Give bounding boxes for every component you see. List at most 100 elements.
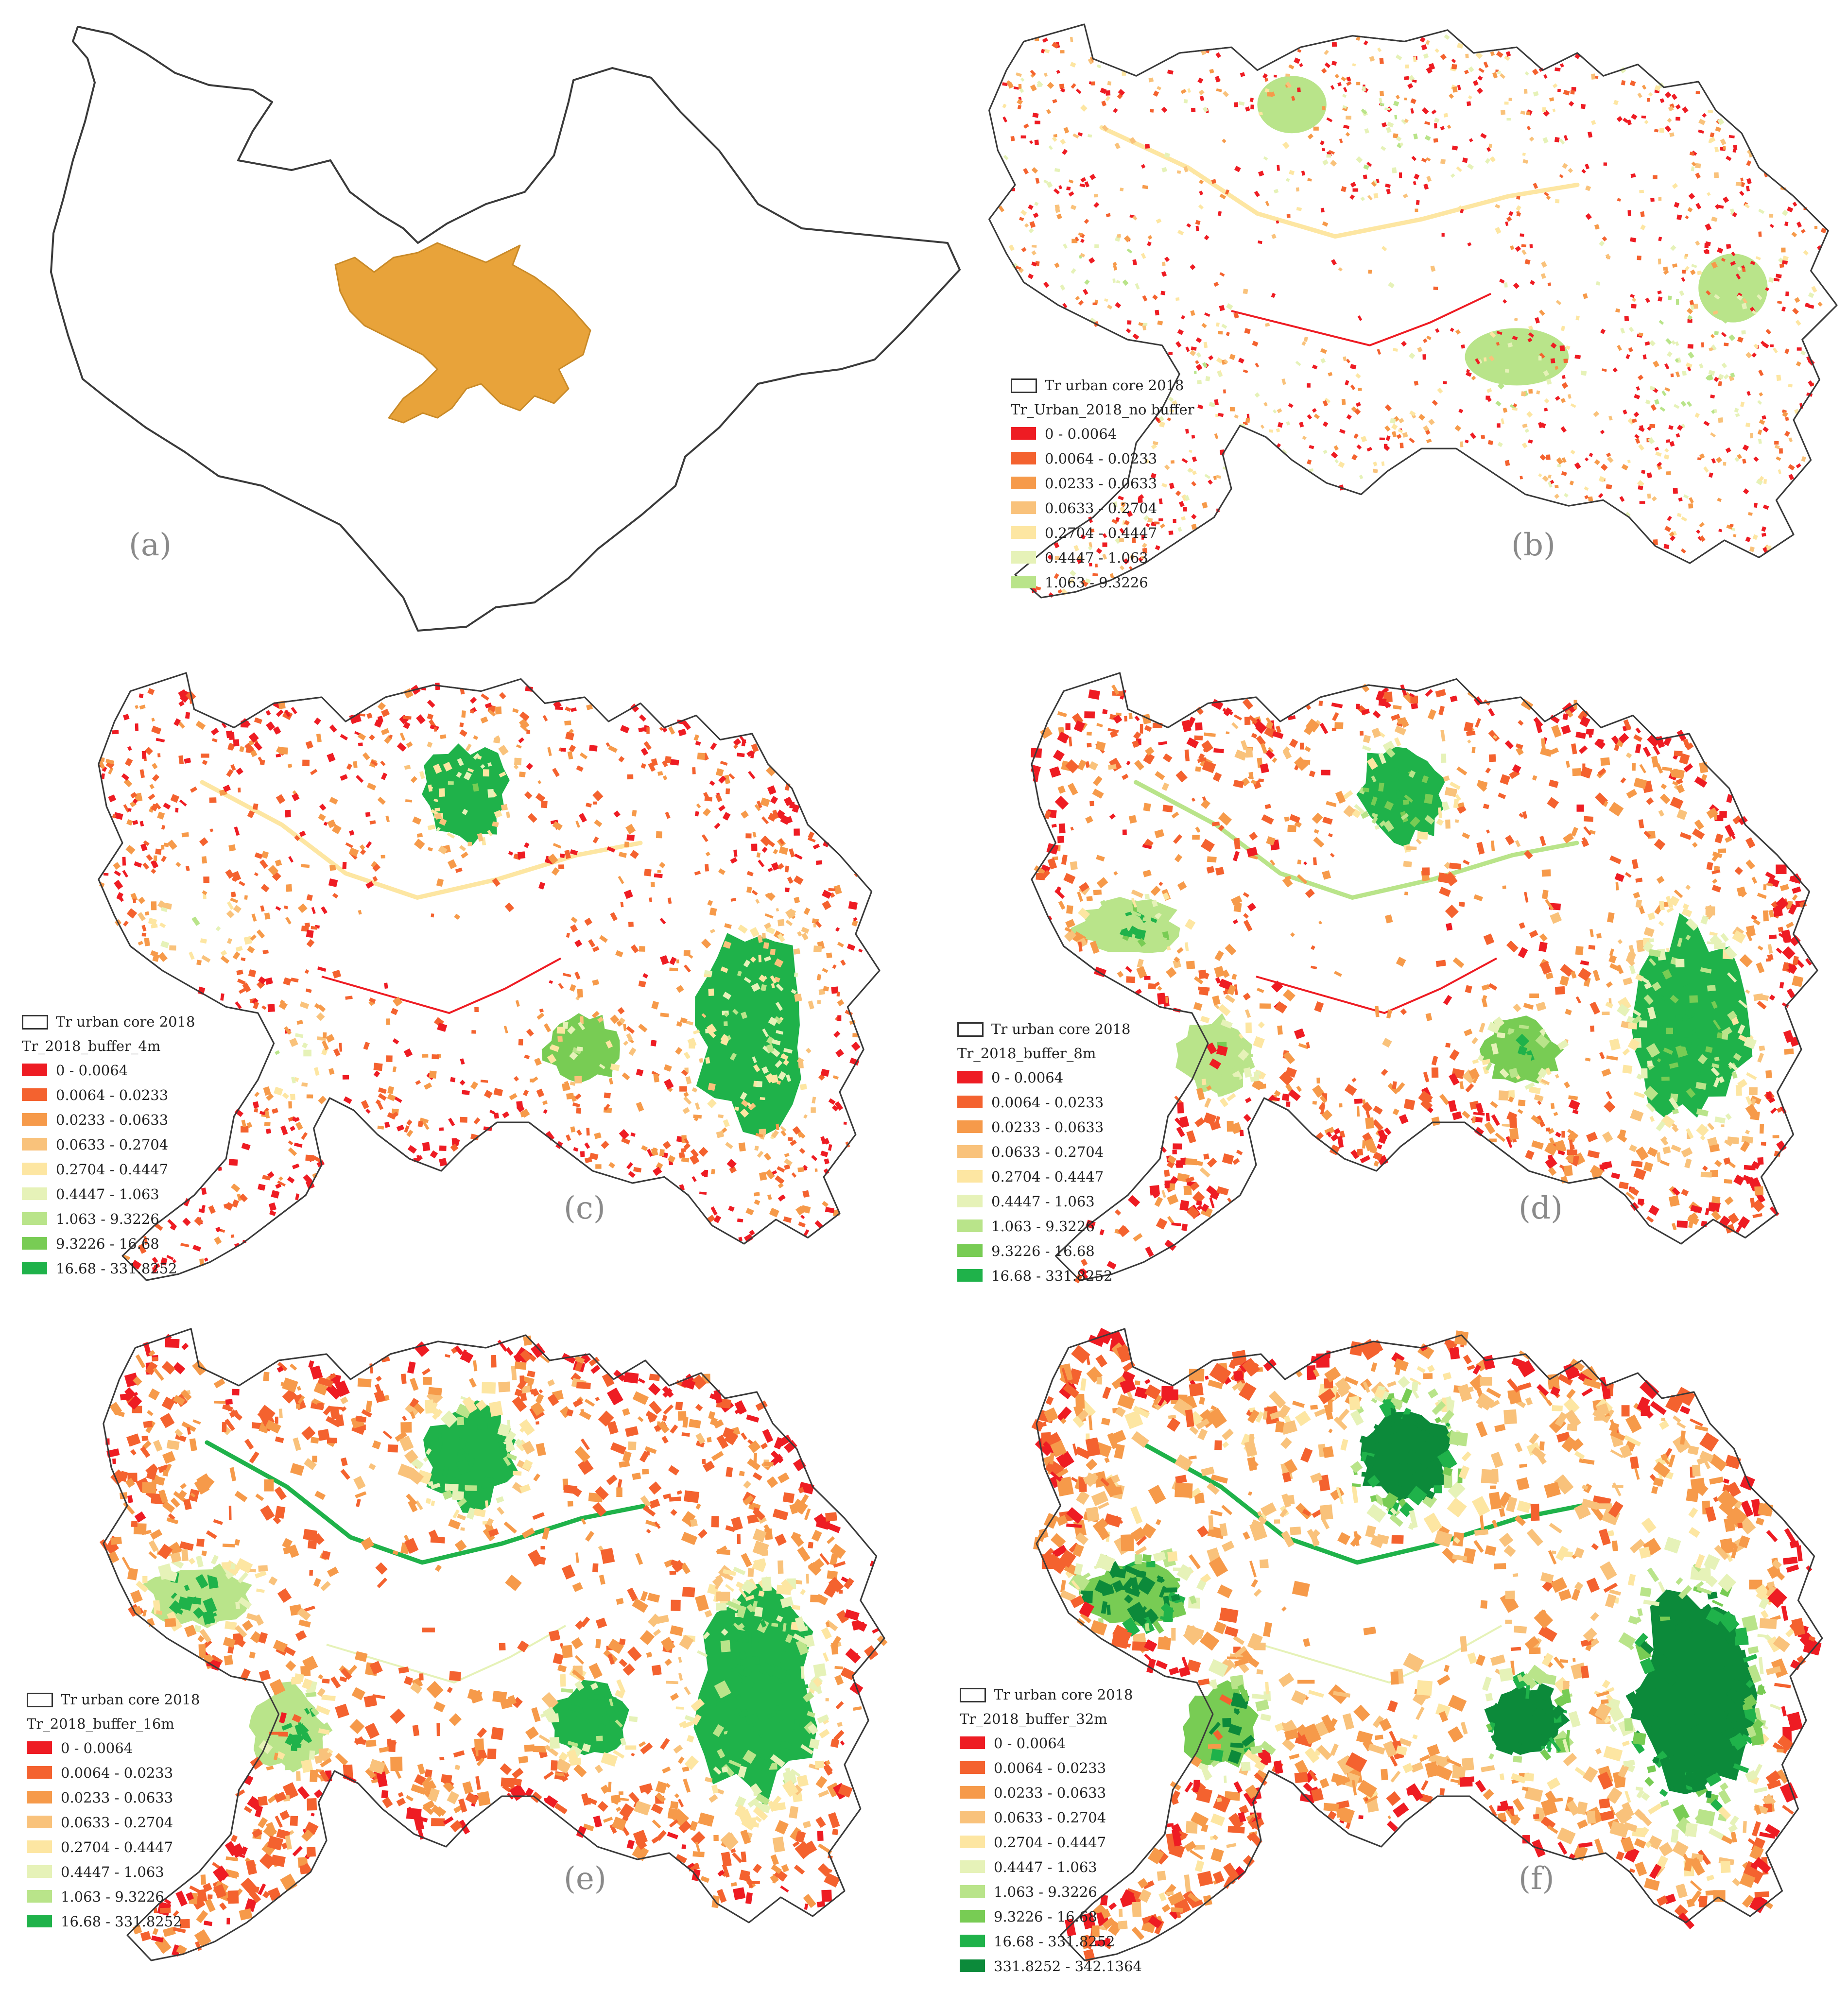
parcel-patch xyxy=(1650,386,1655,391)
parcel-patch xyxy=(1540,422,1544,427)
parcel-patch xyxy=(147,688,155,695)
parcel-patch xyxy=(233,871,242,881)
parcel-patch xyxy=(1346,76,1351,82)
parcel-patch xyxy=(1219,1098,1228,1107)
parcel-patch xyxy=(1346,115,1352,120)
parcel-patch xyxy=(1795,320,1801,326)
parcel-patch xyxy=(1169,1183,1175,1190)
parcel-patch xyxy=(1602,1131,1613,1143)
parcel-patch xyxy=(777,863,784,870)
parcel-patch xyxy=(1394,765,1400,773)
legend-class-label: 0.0233 - 0.0633 xyxy=(1045,475,1157,492)
parcel-patch xyxy=(1219,193,1226,200)
parcel-patch xyxy=(1246,413,1250,418)
parcel-patch xyxy=(1540,273,1546,279)
parcel-patch xyxy=(723,1119,730,1128)
parcel-patch xyxy=(1080,253,1086,258)
parcel-patch xyxy=(1405,64,1409,69)
parcel-patch xyxy=(1397,717,1407,724)
parcel-patch xyxy=(392,996,403,1007)
parcel-patch xyxy=(569,1051,578,1061)
parcel-patch xyxy=(640,763,646,769)
parcel-patch xyxy=(1066,186,1071,191)
parcel-patch xyxy=(695,740,701,746)
parcel-patch xyxy=(1062,149,1068,155)
parcel-patch xyxy=(260,884,270,893)
parcel-patch xyxy=(776,908,779,912)
parcel-patch xyxy=(1526,111,1530,116)
parcel-patch xyxy=(557,1036,563,1042)
parcel-patch xyxy=(811,1107,816,1113)
parcel-patch xyxy=(1231,895,1243,906)
parcel-patch xyxy=(1164,464,1170,470)
parcel-patch xyxy=(1633,734,1642,742)
parcel-patch xyxy=(1150,109,1154,113)
parcel-patch xyxy=(1667,118,1672,123)
parcel-patch xyxy=(143,1236,148,1245)
parcel-patch xyxy=(1476,841,1485,855)
parcel-patch xyxy=(789,1806,799,1819)
parcel-patch xyxy=(1714,146,1719,153)
parcel-patch xyxy=(317,1004,326,1013)
parcel-patch xyxy=(1115,1209,1122,1216)
parcel-patch xyxy=(715,768,724,777)
parcel-patch xyxy=(1597,768,1606,776)
parcel-patch xyxy=(1821,228,1827,233)
parcel-patch xyxy=(1152,294,1158,300)
high-value-zone xyxy=(1356,746,1446,848)
parcel-patch xyxy=(1468,1068,1480,1080)
parcel-patch xyxy=(1334,722,1344,729)
parcel-patch xyxy=(1569,481,1574,486)
parcel-patch xyxy=(178,755,184,765)
parcel-patch xyxy=(1805,958,1812,966)
parcel-patch xyxy=(142,1482,156,1494)
parcel-patch xyxy=(737,1534,741,1545)
parcel-patch xyxy=(1520,233,1524,237)
parcel-patch xyxy=(780,1195,785,1200)
parcel-patch xyxy=(797,931,802,937)
parcel-patch xyxy=(1185,918,1196,930)
parcel-patch xyxy=(1621,464,1629,471)
parcel-patch xyxy=(1091,528,1095,532)
parcel-patch xyxy=(1399,1114,1409,1124)
parcel-patch xyxy=(263,1372,270,1382)
parcel-patch xyxy=(624,841,629,848)
legend-class-label: 0.0064 - 0.0233 xyxy=(1045,450,1157,467)
parcel-patch xyxy=(572,1582,583,1592)
parcel-patch xyxy=(1136,966,1147,979)
parcel-patch xyxy=(1647,1060,1653,1067)
parcel-patch xyxy=(799,1148,806,1154)
parcel-patch xyxy=(1324,50,1329,55)
parcel-patch xyxy=(1731,251,1736,257)
parcel-patch xyxy=(1452,1111,1462,1120)
parcel-patch xyxy=(1659,900,1665,910)
parcel-patch xyxy=(681,1148,686,1152)
parcel-patch xyxy=(1249,832,1258,841)
parcel-patch xyxy=(1678,497,1683,502)
parcel-patch xyxy=(748,1102,756,1111)
parcel-patch xyxy=(1326,801,1337,807)
parcel-patch xyxy=(214,1236,222,1245)
parcel-patch xyxy=(1312,1100,1317,1105)
parcel-patch xyxy=(1570,449,1575,455)
parcel-patch xyxy=(625,824,636,835)
parcel-patch xyxy=(574,1093,582,1100)
parcel-patch xyxy=(1658,197,1662,201)
parcel-patch xyxy=(1100,900,1109,912)
parcel-patch xyxy=(1254,190,1260,197)
parcel-patch xyxy=(1095,741,1106,751)
parcel-patch xyxy=(1080,534,1086,540)
parcel-patch xyxy=(1519,922,1525,929)
parcel-patch xyxy=(1711,344,1717,351)
parcel-patch xyxy=(1745,931,1753,942)
parcel-patch xyxy=(1185,429,1189,434)
parcel-patch xyxy=(1195,766,1201,772)
parcel-patch xyxy=(752,1056,757,1064)
parcel-patch xyxy=(1258,240,1262,244)
parcel-patch xyxy=(760,1442,768,1450)
parcel-patch xyxy=(1603,801,1608,807)
parcel-patch xyxy=(1424,815,1435,825)
parcel-patch xyxy=(1618,1129,1626,1139)
parcel-patch xyxy=(175,807,179,813)
parcel-patch xyxy=(1492,72,1498,79)
